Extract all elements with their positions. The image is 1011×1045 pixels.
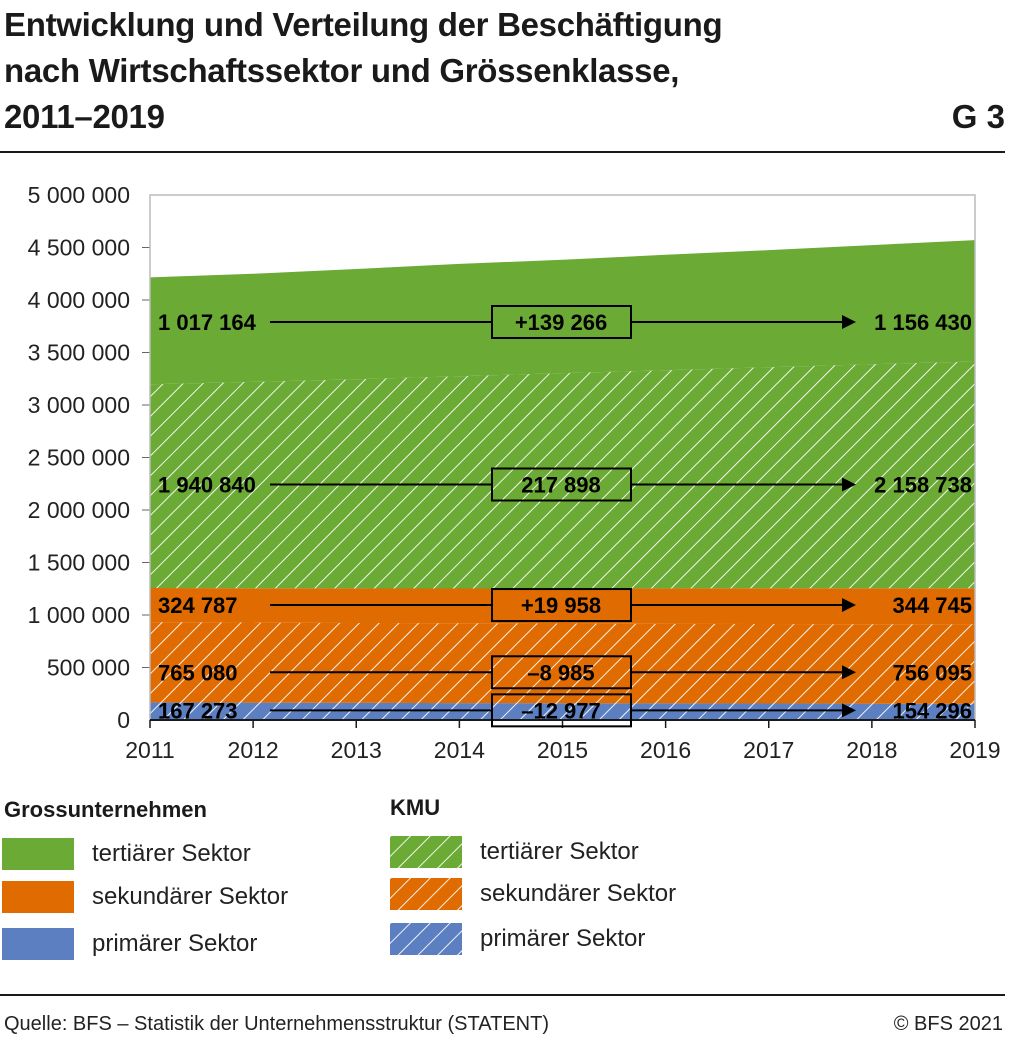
y-tick-label: 3 000 000 xyxy=(28,392,130,418)
change-annotation: 1 940 840 217 898 2 158 738 xyxy=(158,467,972,502)
annotation-start-value: 324 787 xyxy=(158,593,238,618)
legend-swatch-fill xyxy=(2,838,74,870)
change-annotations: 1 017 164 +139 266 1 156 430 1 940 840 217 8… xyxy=(158,305,972,728)
annotation-start-value: 1 940 840 xyxy=(158,473,256,498)
annotation-change-value: –8 985 xyxy=(527,660,594,685)
legend-swatch xyxy=(2,928,74,960)
bottom-rule xyxy=(0,994,1005,996)
gross-secondary-area xyxy=(150,588,975,625)
y-tick-label: 1 000 000 xyxy=(28,602,130,628)
legend-label: sekundärer Sektor xyxy=(92,883,289,910)
legend-label: primärer Sektor xyxy=(92,930,258,957)
legend-swatch xyxy=(2,838,74,870)
annotation-start-value: 1 017 164 xyxy=(158,310,257,335)
y-tick-label: 2 000 000 xyxy=(28,497,130,523)
title-line-1: Entwicklung und Verteilung der Beschäfti… xyxy=(4,6,723,43)
y-tick-label: 1 500 000 xyxy=(28,550,130,576)
legend-label: tertiärer Sektor xyxy=(480,838,639,865)
y-tick-label: 3 500 000 xyxy=(28,340,130,366)
source-note: Quelle: BFS – Statistik der Unternehmens… xyxy=(4,1013,549,1035)
legend-swatch-fill xyxy=(2,928,74,960)
figure-id: G 3 xyxy=(951,98,1005,135)
legend-swatch-fill xyxy=(390,836,462,868)
kmu-tertiary-area xyxy=(150,361,975,589)
y-tick-label: 500 000 xyxy=(47,655,130,681)
x-tick-label: 2013 xyxy=(331,737,382,763)
legend-swatch xyxy=(390,836,462,868)
gridlines xyxy=(142,247,150,668)
annotation-arrow-head xyxy=(842,703,856,718)
annotation-change-value: +139 266 xyxy=(515,310,607,335)
change-annotation: 324 787 +19 958 344 745 xyxy=(158,588,972,623)
gross-tertiary-area xyxy=(150,240,975,385)
title-line-3: 2011–2019 xyxy=(4,98,165,135)
annotation-arrow-head xyxy=(842,665,856,680)
annotation-arrow-head xyxy=(842,598,856,613)
x-tick-label: 2019 xyxy=(949,737,1000,763)
y-tick-label: 5 000 000 xyxy=(28,182,130,208)
change-annotation: 167 273 –12 977 154 296 xyxy=(158,693,972,728)
x-tick-label: 2014 xyxy=(434,737,485,763)
annotation-arrow-head xyxy=(842,315,856,329)
x-tick-label: 2015 xyxy=(537,737,588,763)
legend-label: sekundärer Sektor xyxy=(480,880,677,907)
legend-title-grossunternehmen: Grossunternehmen xyxy=(4,797,207,822)
area-layers xyxy=(150,195,975,720)
chart-title: Entwicklung und Verteilung der Beschäfti… xyxy=(4,2,904,140)
legend-label: tertiärer Sektor xyxy=(92,840,251,867)
legend-label: primärer Sektor xyxy=(480,925,646,952)
legend-swatch-fill xyxy=(2,881,74,913)
legend-swatch xyxy=(2,881,74,913)
annotation-end-value: 344 745 xyxy=(892,593,972,618)
y-tick-label: 2 500 000 xyxy=(28,445,130,471)
annotation-end-value: 756 095 xyxy=(892,660,972,685)
change-annotation: 765 080 –8 985 756 095 xyxy=(158,655,972,690)
top-rule xyxy=(0,151,1005,153)
annotation-end-value: 2 158 738 xyxy=(874,473,972,498)
legend-swatch-fill xyxy=(390,923,462,955)
y-tick-label: 0 xyxy=(117,707,130,733)
annotation-start-value: 765 080 xyxy=(158,660,238,685)
x-tick-label: 2011 xyxy=(125,737,174,763)
change-annotation: 1 017 164 +139 266 1 156 430 xyxy=(158,305,972,339)
legend-swatch xyxy=(390,923,462,955)
annotation-change-value: –12 977 xyxy=(521,698,601,723)
legend-title-kmu: KMU xyxy=(390,795,441,820)
legend-swatch-fill xyxy=(390,878,462,910)
axes: 0 500 000 1 000 000 1 500 000 2 000 000 2 500… xyxy=(28,182,1001,763)
annotation-change-value: 217 898 xyxy=(521,473,601,498)
x-tick-label: 2016 xyxy=(640,737,691,763)
kmu-primary-area xyxy=(150,702,975,720)
annotation-end-value: 154 296 xyxy=(892,698,972,723)
annotation-arrow-head xyxy=(842,477,856,492)
annotation-change-value: +19 958 xyxy=(521,593,601,618)
y-tick-label: 4 500 000 xyxy=(28,235,130,261)
x-tick-label: 2017 xyxy=(743,737,794,763)
annotation-end-value: 1 156 430 xyxy=(874,310,972,335)
x-tick-label: 2012 xyxy=(228,737,279,763)
annotation-start-value: 167 273 xyxy=(158,698,238,723)
title-line-2: nach Wirtschaftssektor und Grössenklasse… xyxy=(4,52,680,89)
stacked-area-chart: 0 500 000 1 000 000 1 500 000 2 000 000 2 500… xyxy=(28,182,1001,763)
y-tick-label: 4 000 000 xyxy=(28,287,130,313)
copyright: © BFS 2021 xyxy=(893,1013,1003,1035)
kmu-secondary-area xyxy=(150,622,975,704)
legend-swatch xyxy=(390,878,462,910)
x-tick-label: 2018 xyxy=(846,737,897,763)
